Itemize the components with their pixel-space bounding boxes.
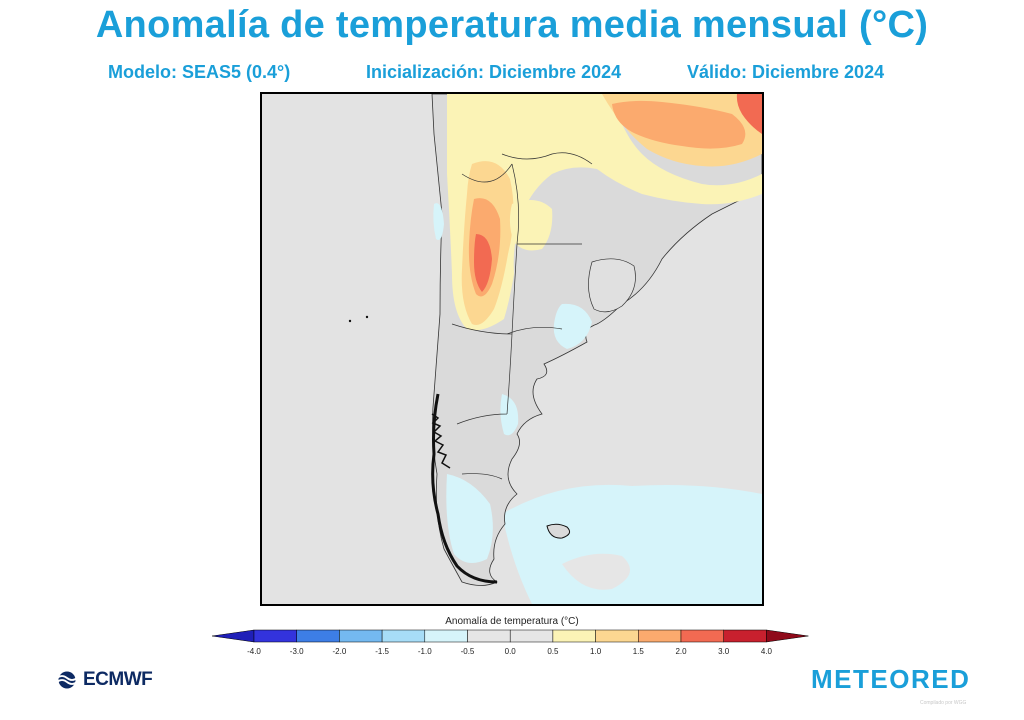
- colorbar-tick-label: -4.0: [247, 647, 261, 656]
- colorbar-segment: [339, 629, 383, 643]
- colorbar-high-extend: [766, 629, 809, 643]
- warm-anomaly-strong-ne: [612, 100, 746, 149]
- island-marker-west: [348, 319, 352, 323]
- ecmwf-swirl-icon: [56, 671, 78, 689]
- land-uruguay: [588, 258, 636, 313]
- colorbar-tick-label: -2.0: [332, 647, 347, 656]
- colorbar-tick-label: -1.5: [375, 647, 389, 656]
- colorbar-segment: [253, 629, 297, 643]
- ecmwf-logo-text: ECMWF: [83, 669, 153, 690]
- cold-anomaly-south-ocean: [502, 484, 762, 604]
- cool-anomaly-far-south: [446, 474, 493, 563]
- colorbar-tick-label: 3.0: [718, 647, 730, 656]
- colorbar-segments: [212, 629, 809, 643]
- colorbar-tick-label: 0.0: [504, 647, 516, 656]
- warm-anomaly-andes-hot: [474, 234, 492, 292]
- colorbar-segment: [595, 629, 639, 643]
- colorbar-low-extend: [212, 629, 255, 643]
- colorbar-segment: [424, 629, 468, 643]
- map-title: Anomalía de temperatura media mensual (°…: [95, 4, 929, 46]
- cool-anomaly-pampas: [553, 303, 592, 349]
- valid-label: Válido: Diciembre 2024: [687, 62, 885, 82]
- warm-anomaly-hot-corner: [736, 94, 762, 134]
- colorbar-tick-label: -0.5: [460, 647, 475, 656]
- model-label: Modelo: SEAS5 (0.4°): [108, 62, 291, 82]
- cool-anomaly-west-coast: [433, 203, 444, 240]
- colorbar-tick-label: 1.0: [590, 647, 602, 656]
- map-canvas: [262, 94, 762, 604]
- colorbar-segment: [723, 629, 767, 643]
- colorbar-title: Anomalía de temperatura (°C): [445, 616, 579, 627]
- cool-anomaly-patagonia: [500, 394, 519, 436]
- colorbar-tick-label: -3.0: [289, 647, 304, 656]
- colorbar-tick-label: 2.0: [675, 647, 687, 656]
- colorbar-tick-label: 4.0: [760, 647, 772, 656]
- chile-fjords-coast-detail: [431, 413, 451, 469]
- meteored-logo: METEORED: [811, 664, 971, 694]
- warm-anomaly-central: [509, 200, 553, 251]
- island-marker-west-2: [365, 315, 369, 319]
- colorbar: [212, 629, 809, 643]
- colorbar-segment: [467, 629, 511, 643]
- colorbar-segment: [552, 629, 596, 643]
- colorbar-segment: [296, 629, 340, 643]
- colorbar-segment: [680, 629, 724, 643]
- country-borders: [451, 152, 593, 480]
- warm-anomaly-north: [447, 94, 762, 331]
- falkland-islands: [546, 523, 571, 539]
- colorbar-segment: [381, 629, 426, 643]
- ecmwf-logo: ECMWF: [54, 668, 153, 692]
- colorbar-segment: [509, 629, 554, 643]
- colorbar-tick-label: 1.5: [632, 647, 644, 656]
- anomaly-map: [260, 92, 764, 606]
- colorbar-tick-label: -1.0: [417, 647, 432, 656]
- credit-text: Compilado por WGG: [920, 700, 967, 706]
- initialization-label: Inicialización: Diciembre 2024: [366, 62, 622, 82]
- colorbar-tick-label: 0.5: [547, 647, 559, 656]
- chile-fjords-coast: [431, 393, 498, 584]
- colorbar-segment: [638, 629, 682, 643]
- cold-anomaly-ocean-patch: [562, 553, 630, 590]
